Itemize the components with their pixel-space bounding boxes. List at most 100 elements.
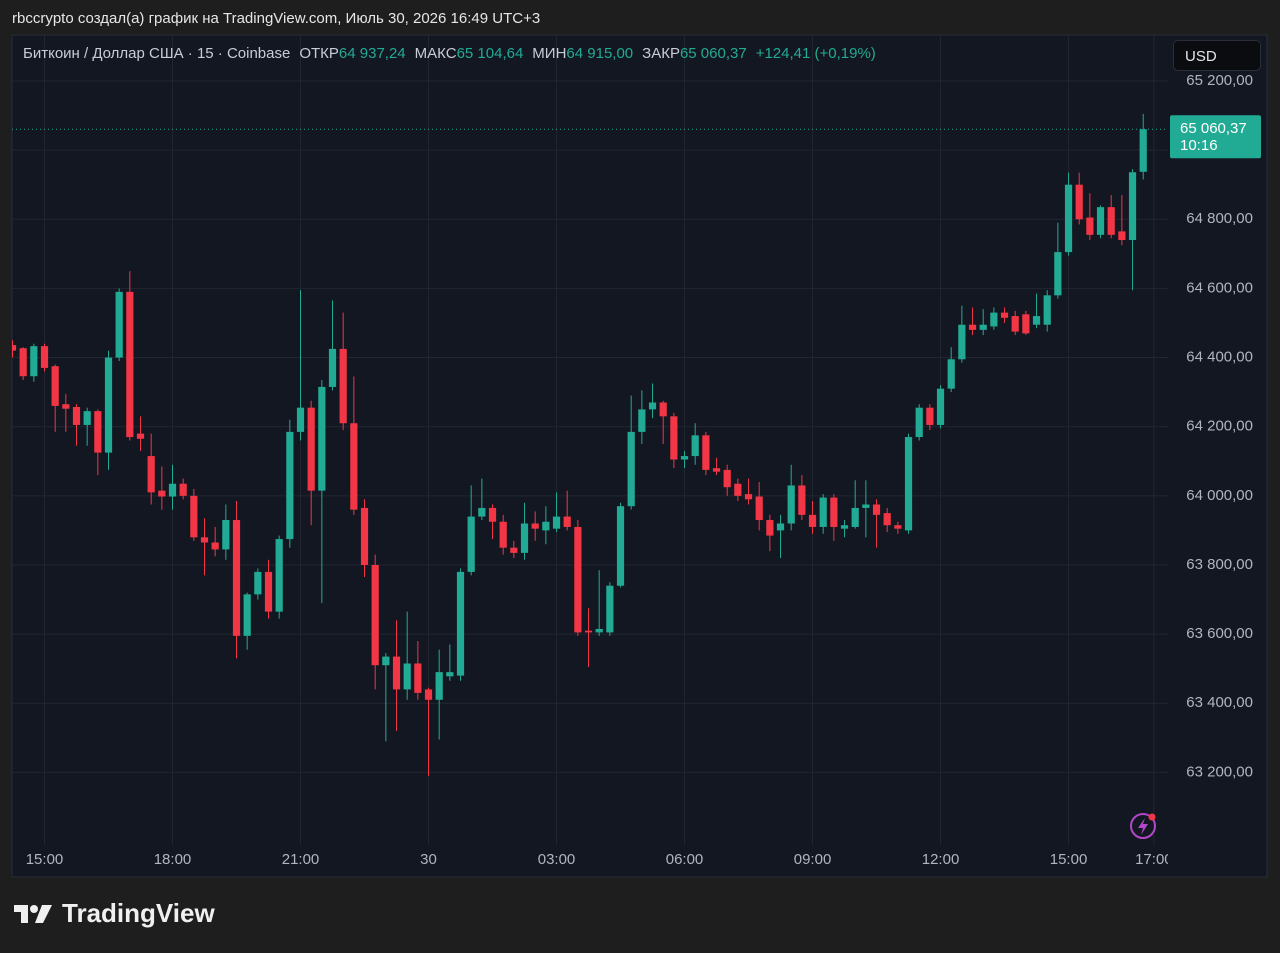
candle-body: [542, 521, 550, 531]
candle-body: [211, 542, 219, 550]
logo-text: TradingView: [62, 898, 215, 928]
candle-body: [136, 433, 145, 439]
candle-body: [1011, 316, 1019, 332]
ohlc-label: МАКС: [414, 45, 457, 62]
candle-body: [403, 663, 411, 690]
ohlc-value: 65 060,37: [679, 45, 747, 62]
candle-body: [659, 402, 667, 417]
candle-body: [371, 564, 379, 666]
candle-body: [894, 525, 902, 529]
candle-body: [904, 437, 913, 531]
candle-body: [222, 520, 230, 550]
candle-body: [478, 507, 486, 517]
ohlc-value: 64 937,24: [338, 45, 406, 62]
currency-button[interactable]: USD: [1173, 40, 1261, 71]
candle-body: [787, 485, 795, 524]
candle-body: [200, 537, 209, 543]
candle-body: [915, 407, 923, 438]
candle-body: [990, 312, 998, 327]
candle-body: [392, 656, 401, 690]
logo: TradingView: [14, 898, 215, 929]
candle-body: [296, 407, 305, 432]
countdown: 10:16: [1180, 137, 1218, 154]
y-tick-label: 64 000,00: [1186, 487, 1253, 504]
candle-body: [926, 407, 934, 425]
candle-body: [1107, 207, 1115, 235]
candle-body: [616, 506, 625, 586]
candle-body: [734, 483, 742, 496]
x-tick-label: 06:00: [666, 851, 704, 868]
candle-body: [830, 497, 838, 527]
candle-body: [1064, 184, 1073, 253]
candle-body: [712, 468, 721, 472]
candle-body: [488, 507, 497, 522]
candle-body: [574, 526, 582, 633]
candle-body: [531, 523, 539, 529]
candle-body: [126, 291, 134, 438]
symbol: Биткоин / Доллар США · 15 · Coinbase: [23, 45, 291, 62]
x-tick-label: 21:00: [282, 851, 320, 868]
ohlc-label: МИН: [532, 45, 567, 62]
candle-body: [680, 456, 689, 460]
candle-body: [1022, 314, 1030, 334]
grid: [12, 35, 1168, 845]
candles: [12, 113, 1168, 776]
x-tick-label: 15:00: [1050, 851, 1088, 868]
candle-body: [1096, 207, 1105, 235]
candle-body: [862, 504, 870, 508]
candle-body: [499, 521, 507, 548]
candle-body: [670, 416, 678, 460]
candle-body: [51, 366, 59, 406]
candle-body: [456, 571, 465, 676]
candle-body: [958, 324, 966, 360]
candle-body: [819, 497, 827, 527]
candle-body: [798, 485, 806, 515]
candle-body: [851, 507, 859, 527]
candle-body: [254, 571, 262, 595]
candle-body: [883, 513, 891, 526]
axes: 63 200,00 63 400,00 63 600,00 63 800,00 64 0…: [26, 72, 1261, 868]
y-tick-label: 64 800,00: [1186, 210, 1253, 227]
candle-body: [968, 324, 977, 330]
candle-body: [307, 407, 315, 491]
candle-body: [1075, 184, 1083, 220]
candle-body: [328, 348, 337, 387]
candle-body: [1054, 252, 1062, 296]
alert-icon[interactable]: [1130, 813, 1156, 839]
candle-body: [766, 520, 774, 536]
candle-body: [424, 689, 433, 700]
candle-body: [840, 525, 849, 529]
candle-body: [1000, 312, 1009, 318]
candle-body: [179, 483, 187, 496]
candle-body: [318, 386, 326, 491]
x-tick-label: 12:00: [922, 851, 960, 868]
candle-body: [467, 516, 475, 572]
candle-body: [286, 431, 294, 540]
x-axis: 15:00 18:00 21:00 30 03:00 06:00 09:00 12:00 15:…: [26, 851, 1168, 868]
candle-body: [83, 411, 91, 425]
candle-body: [744, 494, 753, 500]
candle-body: [1032, 316, 1041, 325]
candle-body: [275, 539, 283, 612]
last-price-box: [1170, 115, 1261, 159]
ohlc-label: ОТКР: [299, 45, 339, 62]
candle-body: [446, 672, 454, 677]
candle-body: [1139, 129, 1147, 172]
candle-body: [19, 348, 27, 377]
candle-body: [606, 585, 614, 633]
candle-body: [979, 324, 987, 330]
y-tick-label: 63 800,00: [1186, 556, 1253, 573]
candle-body: [40, 346, 49, 368]
x-tick-label: 30: [420, 851, 437, 868]
y-tick-label: 63 600,00: [1186, 625, 1253, 642]
ohlc-value: 64 915,00: [566, 45, 634, 62]
candle-body: [264, 571, 273, 612]
candle-body: [648, 402, 657, 410]
candle-body: [232, 520, 241, 636]
ohlc-label: ЗАКР: [642, 45, 680, 62]
candle-body: [243, 594, 251, 636]
candle-body: [30, 346, 38, 377]
candle-body: [350, 423, 358, 510]
